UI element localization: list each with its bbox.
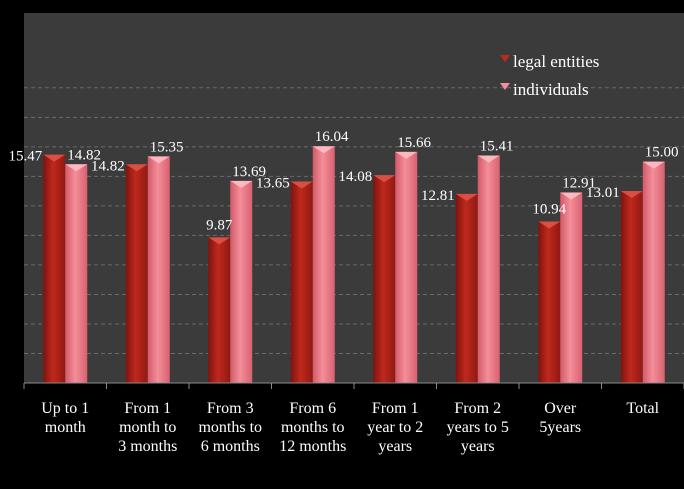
bar-top-bevel (560, 192, 583, 200)
legend-label: legal entities (513, 52, 599, 71)
x-tick-label: From 1 year to 2 years (367, 400, 423, 455)
bar-top-bevel (65, 164, 88, 172)
bar-top-bevel (455, 193, 478, 201)
data-label: 12.81 (421, 188, 455, 204)
bar-individuals (230, 180, 253, 383)
bar-top-bevel (125, 164, 148, 172)
x-tick-label: Over 5years (539, 400, 581, 436)
bar-individuals (312, 146, 335, 383)
data-label: 13.65 (256, 176, 290, 192)
bar-legal-entities (538, 221, 561, 383)
bar-top-bevel (538, 221, 561, 229)
bar-legal-entities (43, 154, 66, 383)
data-label: 14.82 (67, 147, 101, 163)
x-tick-label: From 1 month to 3 months (118, 400, 177, 455)
bar-top-bevel (43, 154, 66, 162)
data-label: 13.01 (586, 185, 620, 201)
bar-top-bevel (373, 175, 396, 183)
bar-top-bevel (620, 190, 643, 198)
bar-individuals (65, 164, 88, 383)
data-label: 14.08 (339, 169, 373, 185)
bar-top-bevel (147, 156, 170, 164)
bar-legal-entities (125, 164, 148, 383)
bar-individuals (560, 192, 583, 383)
bar-legal-entities (620, 190, 643, 383)
bar-top-bevel (395, 151, 418, 159)
data-label: 15.41 (480, 139, 514, 155)
bar-individuals (642, 161, 665, 383)
legend-label: individuals (513, 80, 589, 99)
bar-legal-entities (373, 175, 396, 383)
x-tick-label: From 3 months to 6 months (198, 400, 262, 455)
x-tick-label: From 6 months to 12 months (279, 400, 346, 455)
bar-top-bevel (477, 155, 500, 163)
bar-individuals (395, 151, 418, 383)
bar-top-bevel (230, 180, 253, 188)
data-label: 9.87 (206, 217, 233, 233)
data-label: 15.35 (150, 139, 184, 155)
bars (43, 146, 665, 383)
bar-legal-entities (455, 193, 478, 383)
data-label: 13.69 (232, 164, 266, 180)
x-axis-labels: Up to 1 month From 1 month to 3 months From 3… (41, 400, 659, 455)
legend-swatch (500, 55, 510, 62)
x-tick-label: From 2 years to 5 years (447, 400, 509, 455)
data-label: 16.04 (315, 129, 349, 145)
x-tick-label: Up to 1 month (41, 400, 89, 436)
data-label: 15.66 (397, 135, 431, 151)
bar-legal-entities (290, 181, 313, 383)
legend-swatch (500, 83, 510, 90)
data-label: 15.00 (645, 145, 679, 161)
legend: legal entities individuals (500, 52, 599, 99)
bar-top-bevel (290, 181, 313, 189)
bar-top-bevel (312, 146, 335, 154)
x-tick-label: Total (626, 400, 659, 417)
gridlines (24, 87, 684, 354)
data-label: 15.47 (9, 149, 43, 165)
data-label: 14.82 (91, 158, 125, 174)
bar-individuals (477, 155, 500, 383)
bar-individuals (147, 156, 170, 383)
bar-legal-entities (208, 237, 231, 383)
bar-top-bevel (208, 237, 231, 245)
data-label: 12.91 (562, 175, 596, 191)
data-label: 10.94 (532, 202, 566, 218)
x-axis-ticks (23, 383, 684, 389)
bar-top-bevel (642, 161, 665, 169)
